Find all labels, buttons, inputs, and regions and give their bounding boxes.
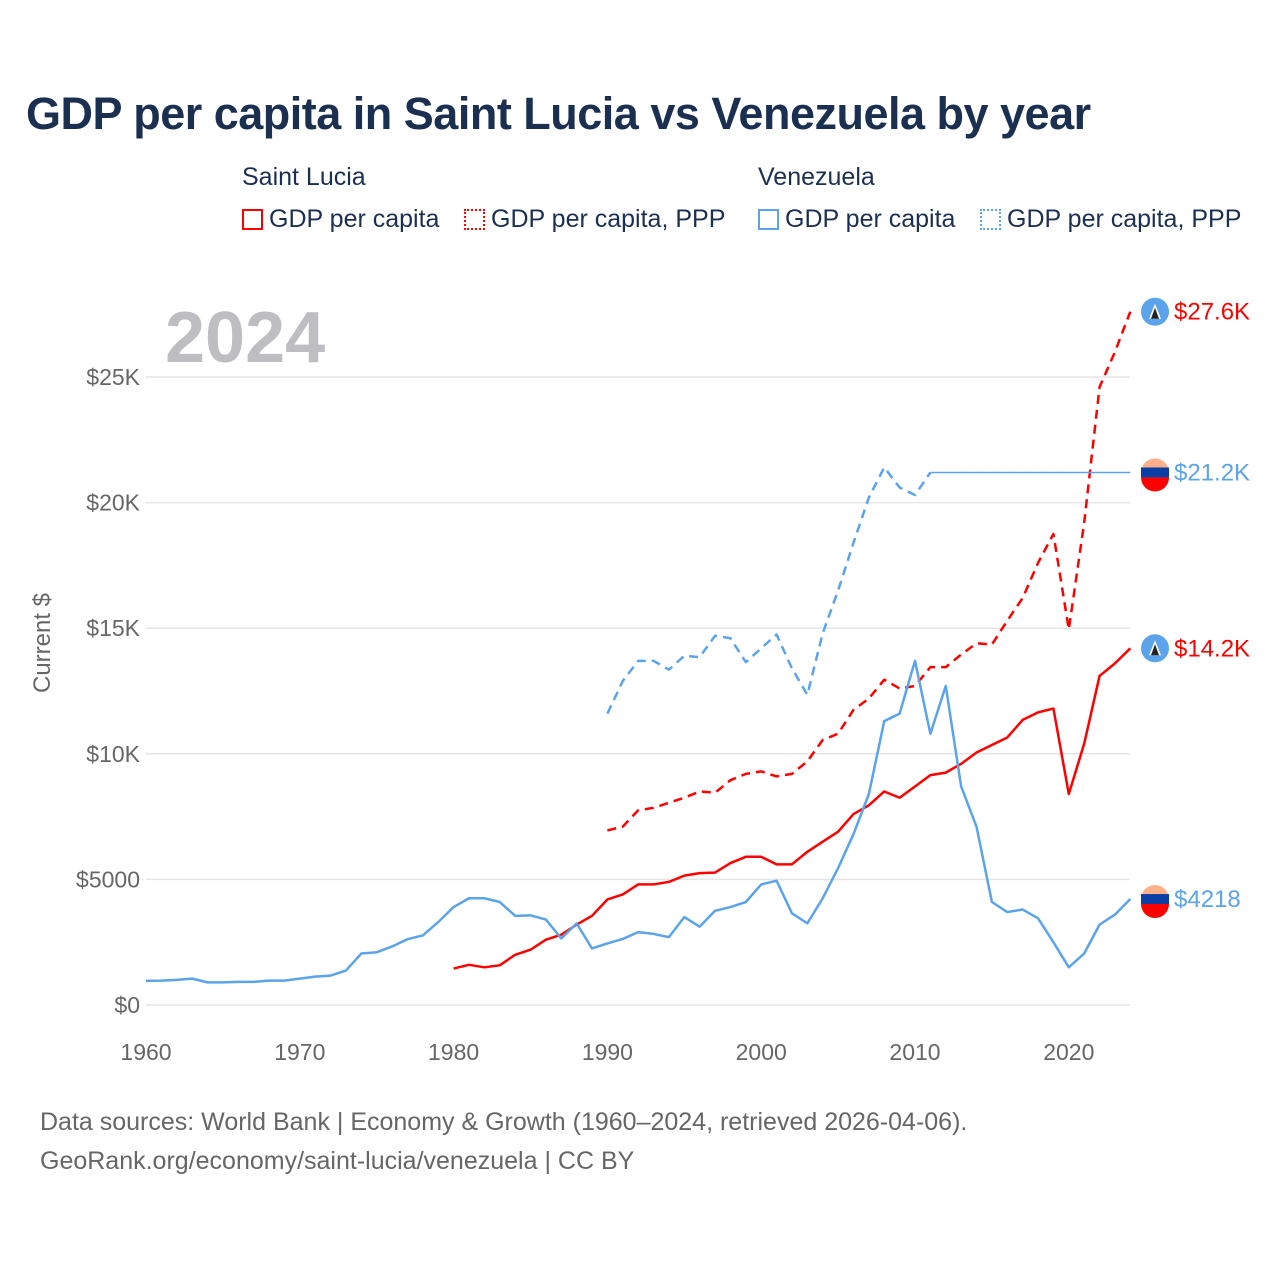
end-value-label: $4218 bbox=[1174, 886, 1241, 913]
y-tick-label: $25K bbox=[86, 364, 140, 390]
flag-stripe bbox=[1141, 894, 1169, 905]
flag-stripe bbox=[1141, 904, 1169, 919]
x-tick-label: 1980 bbox=[428, 1039, 479, 1065]
x-tick-label: 2010 bbox=[889, 1039, 940, 1065]
y-tick-label: $15K bbox=[86, 615, 140, 641]
series-line-2 bbox=[145, 659, 1132, 984]
legend-item-sl-ppp[interactable]: GDP per capita, PPP bbox=[464, 205, 725, 234]
legend-swatch bbox=[242, 209, 263, 230]
legend-label: GDP per capita bbox=[269, 205, 440, 233]
y-tick-label: $5000 bbox=[76, 866, 140, 892]
legend-group-venezuela: Venezuela bbox=[758, 163, 875, 191]
legend-swatch bbox=[980, 209, 1001, 230]
x-tick-label: 2020 bbox=[1043, 1039, 1094, 1065]
x-tick-label: 1990 bbox=[582, 1039, 633, 1065]
legend-group-saint-lucia: Saint Lucia bbox=[242, 163, 366, 191]
footer-sources: Data sources: World Bank | Economy & Gro… bbox=[40, 1108, 968, 1136]
legend-label: GDP per capita, PPP bbox=[491, 205, 726, 233]
flag-triangle-inner bbox=[1151, 644, 1159, 656]
x-tick-label: 1970 bbox=[274, 1039, 325, 1065]
series-line-0 bbox=[453, 647, 1132, 970]
legend-label: GDP per capita bbox=[785, 205, 956, 233]
legend-swatch bbox=[758, 209, 779, 230]
legend-item-sl-gdp[interactable]: GDP per capita bbox=[242, 205, 439, 234]
year-watermark: 2024 bbox=[165, 298, 325, 378]
legend-item-ve-gdp[interactable]: GDP per capita bbox=[758, 205, 955, 234]
flag-triangle-inner bbox=[1151, 307, 1159, 319]
legend-label: GDP per capita, PPP bbox=[1007, 205, 1242, 233]
x-tick-label: 2000 bbox=[736, 1039, 787, 1065]
y-axis-label: Current $ bbox=[29, 593, 56, 693]
legend-swatch bbox=[464, 209, 485, 230]
x-tick-label: 1960 bbox=[120, 1039, 171, 1065]
footer-link[interactable]: GeoRank.org/economy/saint-lucia/venezuel… bbox=[40, 1147, 635, 1175]
end-value-label: $21.2K bbox=[1174, 459, 1250, 486]
series-line-3 bbox=[606, 466, 932, 715]
legend-item-ve-ppp[interactable]: GDP per capita, PPP bbox=[980, 205, 1241, 234]
y-tick-label: $20K bbox=[86, 490, 140, 516]
end-value-label: $27.6K bbox=[1174, 299, 1250, 326]
flag-stripe bbox=[1141, 477, 1169, 492]
y-tick-label: $0 bbox=[114, 992, 140, 1018]
flag-stripe bbox=[1141, 467, 1169, 478]
y-tick-label: $10K bbox=[86, 741, 140, 767]
end-value-label: $14.2K bbox=[1174, 635, 1250, 662]
series-line-1 bbox=[607, 311, 1132, 832]
chart-title: GDP per capita in Saint Lucia vs Venezue… bbox=[26, 88, 1091, 139]
